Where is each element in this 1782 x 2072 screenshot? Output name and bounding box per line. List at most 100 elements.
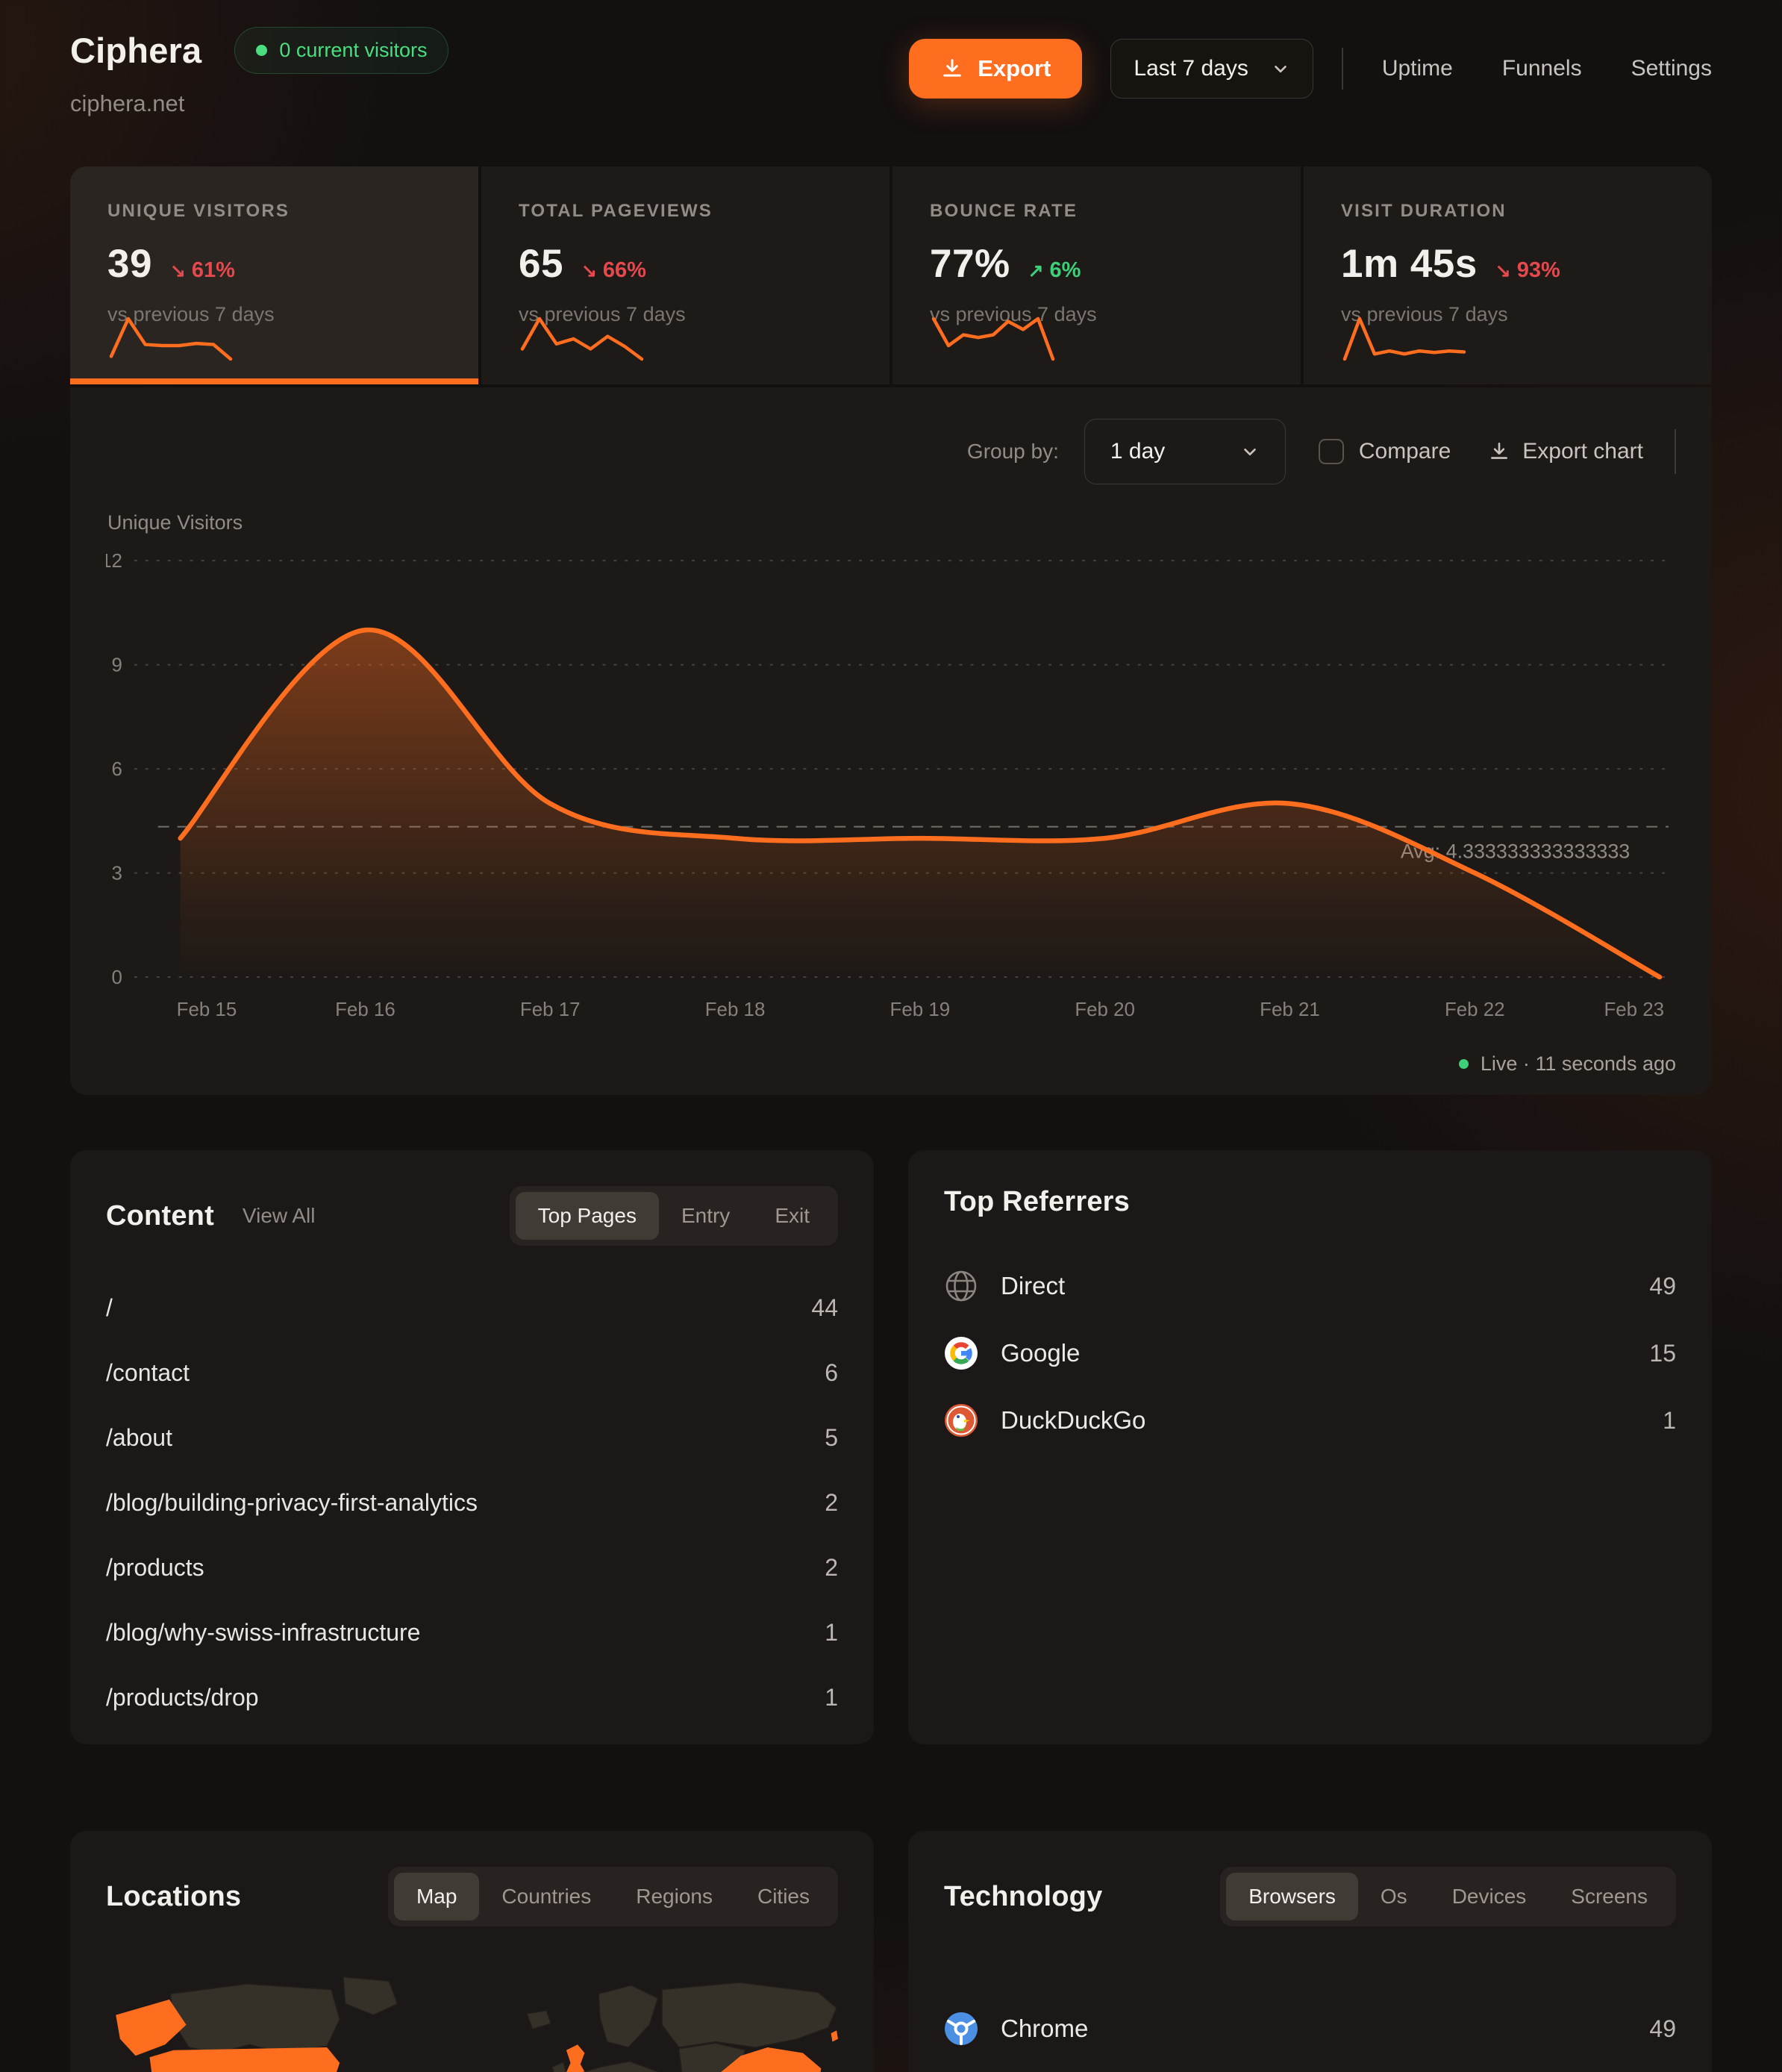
svg-text:9: 9	[112, 655, 122, 676]
stat-change: ↘ 61%	[169, 258, 235, 282]
referrers-card: Top Referrers Direct 49	[908, 1150, 1712, 1744]
map-region-china[interactable]	[710, 2047, 822, 2072]
stats-tabs: UNIQUE VISITORS 39 ↘ 61% vs previous 7 da…	[70, 166, 1712, 384]
tab-exit[interactable]: Exit	[775, 1204, 810, 1227]
live-status-label: Live · 11 seconds ago	[1480, 1052, 1676, 1075]
chart-controls: Group by: 1 day Compare Export chart	[106, 419, 1676, 484]
site-domain: ciphera.net	[70, 90, 185, 116]
widgets-grid: Content View All Top Pages Entry Exit /4…	[70, 1150, 1712, 2072]
browser-row[interactable]: Chrome 49	[944, 1995, 1676, 2062]
export-chart-label: Export chart	[1522, 439, 1643, 464]
chevron-down-icon	[1244, 448, 1256, 456]
stat-value: 77%	[930, 242, 1010, 286]
stat-compare-label: vs previous 7 days	[1341, 303, 1508, 325]
compare-toggle[interactable]: Compare	[1318, 439, 1451, 464]
tab-browsers[interactable]: Browsers	[1226, 1873, 1358, 1920]
stat-value: 1m 45s	[1341, 242, 1478, 286]
group-by-label: Group by:	[966, 440, 1059, 463]
compare-checkbox[interactable]	[1318, 439, 1344, 464]
tab-map[interactable]: Map	[393, 1873, 480, 1920]
current-visitors-badge[interactable]: 0 current visitors	[234, 27, 449, 74]
map-region-central-asia[interactable]	[678, 2042, 746, 2072]
live-dot-icon	[1458, 1059, 1469, 1069]
locations-title: Locations	[106, 1880, 242, 1912]
tab-cities[interactable]: Cities	[757, 1885, 810, 1908]
tab-screens[interactable]: Screens	[1571, 1885, 1648, 1908]
content-card: Content View All Top Pages Entry Exit /4…	[70, 1150, 874, 1744]
referrers-list: Direct 49 Google 1	[944, 1252, 1676, 1454]
duckduckgo-icon	[945, 1404, 978, 1437]
visitors-area-chart[interactable]: 0 3 6 9 12 Feb 15 Feb 16 Feb 17 Feb 18 Feb 19 Feb …	[106, 537, 1676, 1045]
page-row[interactable]: /products 2	[106, 1554, 838, 1581]
chart-series-label: Unique Visitors	[107, 511, 243, 534]
map-region-greenland[interactable]	[343, 1976, 398, 2016]
export-chart-button[interactable]: Export chart	[1488, 439, 1643, 464]
svg-text:Feb 20: Feb 20	[1075, 999, 1135, 1020]
stat-label: BOUNCE RATE	[930, 201, 1078, 221]
page-row[interactable]: /blog/building-privacy-first-analytics 2	[106, 1489, 838, 1516]
page-row[interactable]: /about 5	[106, 1424, 838, 1451]
svg-text:Feb 17: Feb 17	[520, 999, 581, 1020]
tab-devices[interactable]: Devices	[1451, 1885, 1527, 1908]
tab-os[interactable]: Os	[1380, 1885, 1407, 1908]
page-row[interactable]: /products/drop 1	[106, 1684, 838, 1711]
referrer-row[interactable]: DuckDuckGo 1	[944, 1387, 1676, 1454]
page-row[interactable]: /44	[106, 1294, 838, 1321]
referrer-row[interactable]: Direct 49	[944, 1252, 1676, 1320]
technology-tabs: Browsers Os Devices Screens	[1220, 1867, 1676, 1926]
stat-label: TOTAL PAGEVIEWS	[519, 201, 713, 221]
export-button-label: Export	[978, 55, 1051, 81]
stat-change: ↗ 6%	[1028, 258, 1081, 282]
controls-divider	[1675, 429, 1676, 474]
referrer-row[interactable]: Google 15	[944, 1320, 1676, 1387]
map-region-usa[interactable]	[149, 2047, 340, 2072]
map-region-alaska[interactable]	[116, 1999, 187, 2056]
locations-card: Locations Map Countries Regions Cities	[70, 1831, 874, 2072]
svg-text:Feb 16: Feb 16	[335, 999, 396, 1020]
trend-up-icon: ↗	[1028, 260, 1044, 281]
map-region-scandinavia[interactable]	[598, 1985, 659, 2048]
map-region-uk[interactable]	[565, 2044, 586, 2072]
stat-tab-bounce-rate[interactable]: BOUNCE RATE 77% ↗ 6% vs previous 7 days	[892, 166, 1301, 384]
overview-panel: UNIQUE VISITORS 39 ↘ 61% vs previous 7 da…	[70, 166, 1712, 1095]
map-region-iceland[interactable]	[526, 2010, 552, 2030]
map-region-japan[interactable]	[831, 2030, 838, 2042]
referrers-title: Top Referrers	[944, 1186, 1130, 1217]
map-region-europe[interactable]	[565, 2061, 670, 2072]
page-row[interactable]: /contact 6	[106, 1359, 838, 1386]
top-pages-list: /44 /contact 6 /about 5 /blog/building-pri…	[106, 1276, 838, 1730]
view-all-link[interactable]: View All	[242, 1204, 316, 1227]
technology-card: Technology Browsers Os Devices Screens	[908, 1831, 1712, 2072]
nav-settings[interactable]: Settings	[1631, 56, 1712, 81]
nav-funnels[interactable]: Funnels	[1501, 56, 1582, 81]
group-by-select[interactable]: 1 day	[1084, 419, 1286, 484]
map-region-ireland[interactable]	[551, 2061, 566, 2072]
header: Ciphera 0 current visitors ciphera.net E…	[70, 27, 1712, 117]
content-tabs: Top Pages Entry Exit	[509, 1186, 838, 1246]
site-identity: Ciphera 0 current visitors ciphera.net	[70, 27, 449, 117]
download-icon	[1491, 443, 1508, 459]
export-button[interactable]: Export	[909, 39, 1083, 99]
download-icon	[943, 59, 961, 77]
svg-text:Feb 23: Feb 23	[1604, 999, 1664, 1020]
tab-top-pages[interactable]: Top Pages	[515, 1192, 659, 1240]
group-by-value: 1 day	[1110, 439, 1166, 464]
world-map[interactable]	[106, 1973, 838, 2072]
svg-text:12: 12	[106, 551, 122, 572]
stat-tab-visit-duration[interactable]: VISIT DURATION 1m 45s ↘ 93% vs previous 7…	[1304, 166, 1712, 384]
compare-label: Compare	[1358, 439, 1451, 464]
map-region-canada[interactable]	[170, 1983, 340, 2054]
tab-regions[interactable]: Regions	[636, 1885, 713, 1908]
nav-uptime[interactable]: Uptime	[1381, 56, 1453, 81]
tab-countries[interactable]: Countries	[501, 1885, 592, 1908]
map-region-russia[interactable]	[661, 1982, 837, 2048]
stat-value: 39	[107, 242, 152, 286]
browser-row[interactable]: Firefox 15	[944, 2062, 1676, 2072]
tab-entry[interactable]: Entry	[681, 1204, 731, 1227]
page-row[interactable]: /blog/why-swiss-infrastructure 1	[106, 1619, 838, 1646]
google-icon	[945, 1337, 978, 1370]
stat-tab-total-pageviews[interactable]: TOTAL PAGEVIEWS 65 ↘ 66% vs previous 7 da…	[481, 166, 890, 384]
date-range-select[interactable]: Last 7 days	[1110, 39, 1313, 99]
stat-tab-unique-visitors[interactable]: UNIQUE VISITORS 39 ↘ 61% vs previous 7 da…	[70, 166, 478, 384]
